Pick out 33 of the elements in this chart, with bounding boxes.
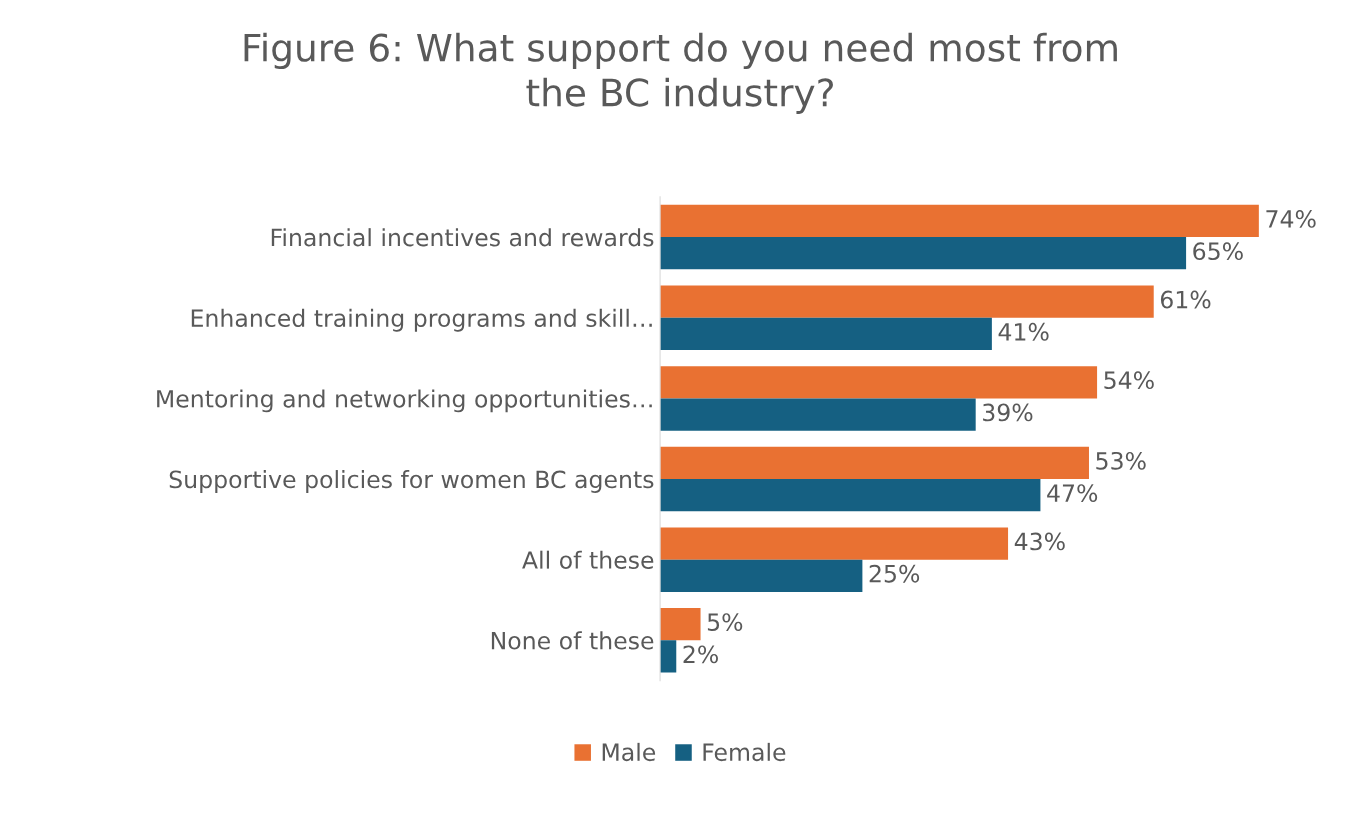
bar xyxy=(660,479,1041,512)
legend-label: Female xyxy=(703,742,786,762)
legend-label: Male xyxy=(602,742,656,762)
bar xyxy=(660,608,701,641)
data-label: 41% xyxy=(998,322,1049,341)
bar xyxy=(660,204,1259,238)
bar xyxy=(660,446,1089,480)
data-label: 43% xyxy=(1014,532,1065,551)
y-tick-label: Financial incentives and rewards xyxy=(271,228,654,247)
y-tick-label: Mentoring and networking opportunities… xyxy=(157,389,652,413)
y-tick-label: All of these xyxy=(522,550,654,569)
data-label: 47% xyxy=(1047,484,1098,502)
data-label: 5% xyxy=(707,613,743,632)
data-label: 39% xyxy=(983,403,1033,422)
bar xyxy=(660,559,863,592)
bar xyxy=(660,237,1187,270)
bar xyxy=(660,527,1009,560)
data-label: 65% xyxy=(1193,242,1243,261)
data-label: 2% xyxy=(683,645,718,664)
y-tick-label: Supportive policies for women BC agents xyxy=(169,470,654,493)
chart-title: Figure 6: What support do you need most from the BC industry? xyxy=(244,32,1117,114)
data-label: 54% xyxy=(1104,371,1154,390)
bar xyxy=(660,640,677,673)
data-label: 53% xyxy=(1096,451,1146,470)
bar xyxy=(660,317,992,350)
bar xyxy=(660,285,1154,318)
y-tick-label: Enhanced training programs and skill… xyxy=(191,308,652,332)
y-tick-label: None of these xyxy=(491,631,654,650)
data-label: 61% xyxy=(1160,290,1211,309)
data-label: 25% xyxy=(869,564,920,583)
data-label: 74% xyxy=(1266,209,1316,228)
bar xyxy=(660,366,1098,399)
bar xyxy=(660,398,976,431)
